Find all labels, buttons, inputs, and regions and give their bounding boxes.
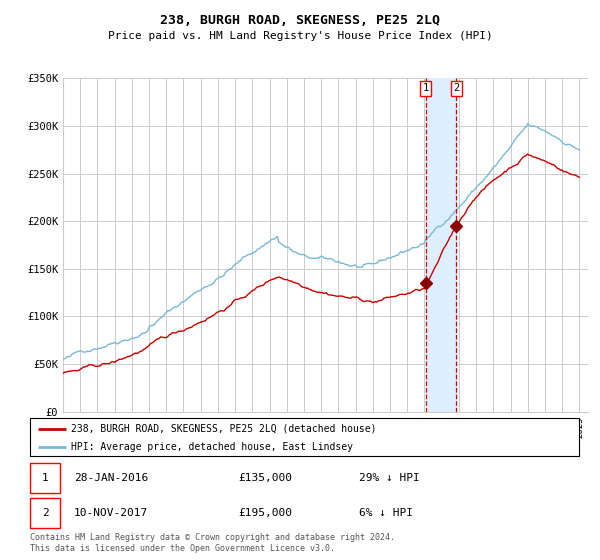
Text: Price paid vs. HM Land Registry's House Price Index (HPI): Price paid vs. HM Land Registry's House … (107, 31, 493, 41)
Text: 1: 1 (422, 83, 429, 94)
Text: 238, BURGH ROAD, SKEGNESS, PE25 2LQ: 238, BURGH ROAD, SKEGNESS, PE25 2LQ (160, 14, 440, 27)
Text: £135,000: £135,000 (239, 473, 293, 483)
Text: 29% ↓ HPI: 29% ↓ HPI (359, 473, 420, 483)
Text: HPI: Average price, detached house, East Lindsey: HPI: Average price, detached house, East… (71, 442, 353, 452)
Text: 1: 1 (42, 473, 49, 483)
FancyBboxPatch shape (30, 498, 60, 528)
Text: 238, BURGH ROAD, SKEGNESS, PE25 2LQ (detached house): 238, BURGH ROAD, SKEGNESS, PE25 2LQ (det… (71, 423, 377, 433)
Text: 2: 2 (454, 83, 460, 94)
Text: 6% ↓ HPI: 6% ↓ HPI (359, 508, 413, 518)
Text: Contains HM Land Registry data © Crown copyright and database right 2024.
This d: Contains HM Land Registry data © Crown c… (30, 533, 395, 553)
Text: 28-JAN-2016: 28-JAN-2016 (74, 473, 148, 483)
Bar (425, 78, 457, 412)
Text: 2: 2 (42, 508, 49, 518)
FancyBboxPatch shape (30, 418, 579, 456)
FancyBboxPatch shape (30, 464, 60, 493)
Text: 10-NOV-2017: 10-NOV-2017 (74, 508, 148, 518)
Text: £195,000: £195,000 (239, 508, 293, 518)
